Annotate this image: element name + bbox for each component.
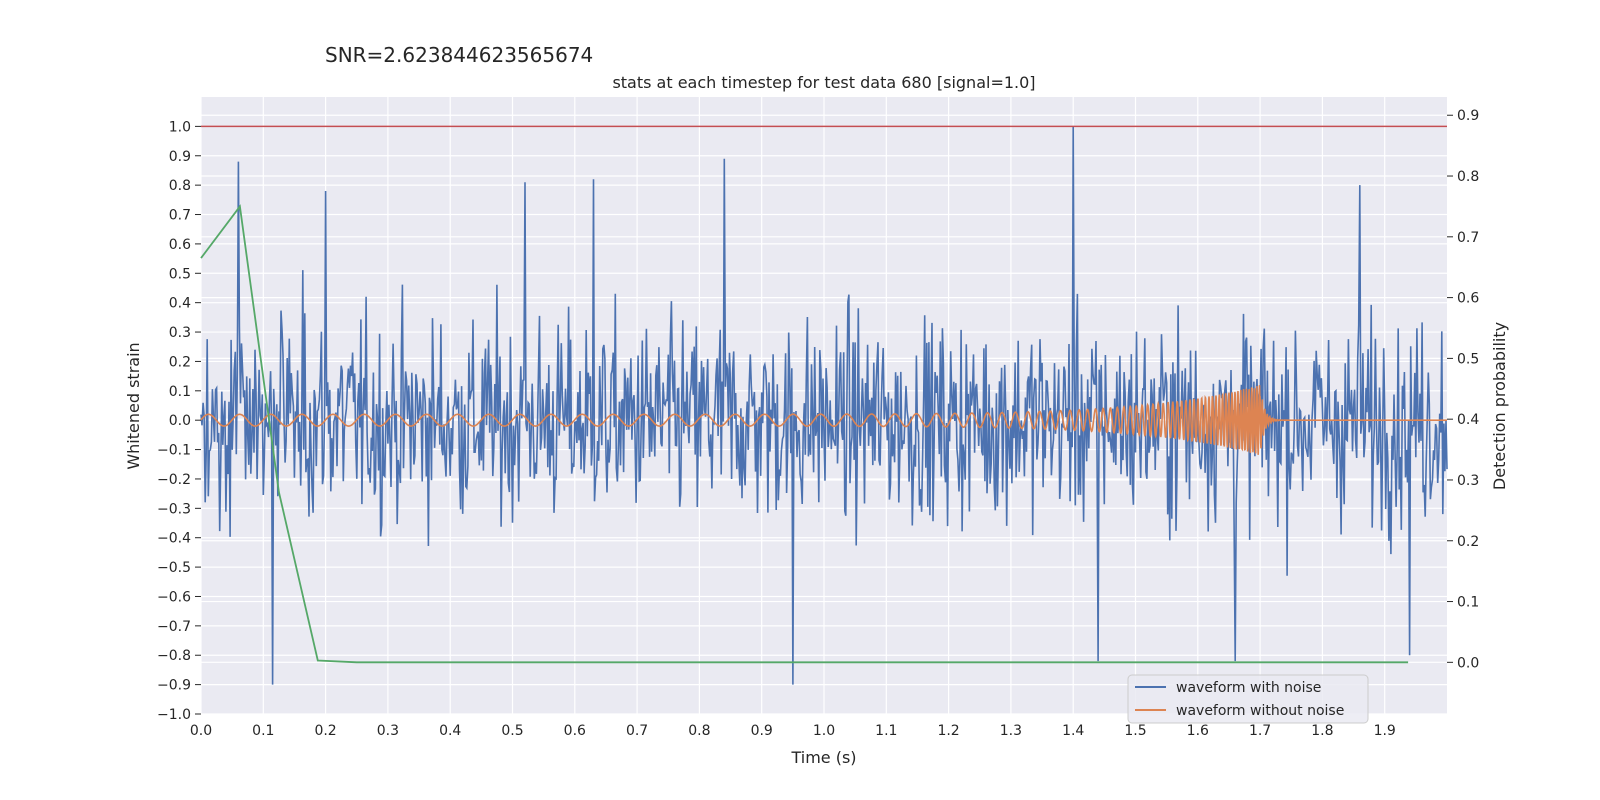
x-tick-label: 1.9 — [1374, 723, 1396, 739]
x-tick-label: 0.6 — [564, 723, 586, 739]
y2-tick-label: 0.9 — [1457, 108, 1479, 124]
y-tick-label: −0.3 — [157, 501, 191, 517]
legend-label-clean: waveform without noise — [1176, 703, 1344, 719]
x-tick-label: 0.2 — [314, 723, 336, 739]
probability-line — [200, 204, 1409, 664]
x-tick-label: 1.4 — [1062, 723, 1084, 739]
y-tick-label: 0.7 — [169, 208, 191, 224]
x-tick-label: 1.7 — [1249, 723, 1271, 739]
y2-axis-ticks: 0.9 0.8 0.7 0.6 0.5 0.4 0.3 0.2 0.1 0.0 — [1447, 108, 1479, 671]
x-tick-label: 1.6 — [1187, 723, 1209, 739]
y-tick-label: −0.8 — [157, 648, 191, 664]
x-tick-label: 1.3 — [1000, 723, 1022, 739]
x-tick-label: 1.0 — [813, 723, 835, 739]
probability-series — [200, 204, 1409, 664]
x-tick-label: 1.1 — [875, 723, 897, 739]
y-tick-label: −1.0 — [157, 707, 191, 723]
x-tick-label: 0.8 — [688, 723, 710, 739]
y-axis-label: Whitened strain — [124, 342, 143, 469]
clean-line — [200, 385, 1447, 455]
y-tick-label: 0.1 — [169, 384, 191, 400]
y-tick-label: 1.0 — [169, 119, 191, 135]
y2-tick-label: 0.2 — [1457, 534, 1479, 550]
y-tick-label: −0.1 — [157, 443, 191, 459]
y2-tick-label: 0.7 — [1457, 230, 1479, 246]
x-tick-label: 0.3 — [377, 723, 399, 739]
y-tick-label: −0.9 — [157, 678, 191, 694]
y-tick-label: −0.6 — [157, 589, 191, 605]
x-tick-label: 1.8 — [1311, 723, 1333, 739]
y2-tick-label: 0.5 — [1457, 351, 1479, 367]
legend-label-noise: waveform with noise — [1176, 680, 1321, 696]
y2-tick-label: 0.3 — [1457, 473, 1479, 489]
y2-tick-label: 0.8 — [1457, 169, 1479, 185]
x-tick-label: 1.2 — [937, 723, 959, 739]
x-axis-label: Time (s) — [790, 748, 856, 767]
y-tick-label: 0.0 — [169, 413, 191, 429]
y2-tick-label: 0.6 — [1457, 291, 1479, 307]
y-tick-label: −0.4 — [157, 531, 191, 547]
legend: waveform with noise waveform without noi… — [1127, 674, 1369, 724]
x-tick-label: 0.5 — [501, 723, 523, 739]
snr-suptitle: SNR=2.623844623565674 — [325, 43, 593, 67]
noise-line — [200, 126, 1448, 685]
y-tick-label: −0.2 — [157, 472, 191, 488]
x-tick-label: 0.1 — [252, 723, 274, 739]
y-tick-label: −0.7 — [157, 619, 191, 635]
legend-box — [1127, 674, 1369, 724]
y-axis-ticks: 1.0 0.9 0.8 0.7 0.6 0.5 0.4 0.3 0.2 0.1 0.0 −0.1 −0.… — [157, 119, 201, 723]
x-tick-label: 0.7 — [626, 723, 648, 739]
y-tick-label: −0.5 — [157, 560, 191, 576]
y2-axis-label: Detection probability — [1490, 322, 1509, 490]
x-tick-label: 0.4 — [439, 723, 461, 739]
y-tick-label: 0.3 — [169, 325, 191, 341]
y2-tick-label: 0.1 — [1457, 595, 1479, 611]
clean-series — [200, 385, 1447, 455]
x-tick-label: 0.9 — [751, 723, 773, 739]
y2-tick-label: 0.0 — [1457, 655, 1479, 671]
y-tick-label: 0.9 — [169, 149, 191, 165]
y2-tick-label: 0.4 — [1457, 412, 1479, 428]
x-axis-ticks: 0.0 0.1 0.2 0.3 0.4 0.5 0.6 0.7 0.8 0.9 1.0 1.1 1.2 1… — [190, 723, 1396, 739]
noise-series — [200, 126, 1448, 685]
x-tick-label: 1.5 — [1124, 723, 1146, 739]
x-tick-label: 0.0 — [190, 723, 212, 739]
y-tick-label: 0.2 — [169, 354, 191, 370]
y-tick-label: 0.4 — [169, 296, 191, 312]
y-tick-label: 0.6 — [169, 237, 191, 253]
y-tick-label: 0.5 — [169, 266, 191, 282]
chart-title: stats at each timestep for test data 680… — [612, 73, 1035, 92]
y-tick-label: 0.8 — [169, 178, 191, 194]
